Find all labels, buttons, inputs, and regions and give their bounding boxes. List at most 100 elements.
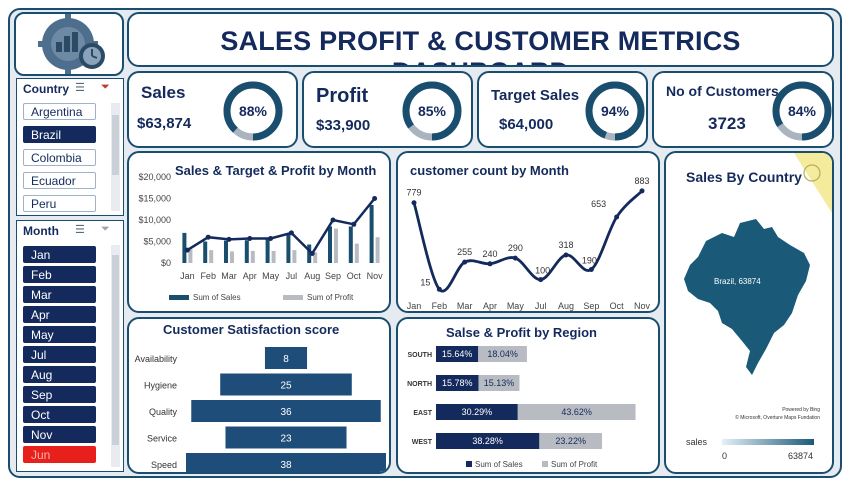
customer-point [588,266,594,272]
target-point [268,235,274,241]
customer-point [512,255,518,261]
donut-fill [402,81,462,141]
sales-by-month-chart: $20,000 $15,000 $10,000 $5,000 $0 Jan Feb Mar Ap… [138,172,383,302]
customer-point [563,252,569,258]
legend-swatch-sales [169,295,189,300]
customer-count-chart: 779 Jan 15 Feb 255 Mar 240 Apr 290 May 100 Jul 318 Au… [406,176,650,311]
slicer-item-feb[interactable]: Feb [23,266,96,283]
legend-label: Sum of Profit [307,293,354,302]
satisfaction-bar [220,373,352,396]
data-label: 883 [634,176,649,186]
kpi-card-customers: No of Customers 3723 84% [652,71,834,148]
data-label: 36 [280,407,292,418]
region-sales-bar [436,433,540,449]
region-sales-bar [436,375,479,391]
country-slicer-scrollbar[interactable] [111,103,120,211]
chart-title: customer count by Month [410,163,569,178]
slicer-item-may[interactable]: May [23,326,96,343]
legend-swatch-sales [466,461,472,467]
clear-filter-icon[interactable]: ⏷ [101,223,110,235]
data-label: 38.28% [472,436,503,446]
data-label: 43.62% [561,407,592,417]
slicer-item-peru[interactable]: Peru [23,195,96,212]
map-region-label: Brazil, 63874 [714,277,761,286]
sales-bar [203,241,208,263]
data-label: 23 [280,434,292,445]
y-tick-label: $10,000 [138,215,171,225]
data-label: 25 [280,381,292,392]
data-label: 18.04% [487,349,518,359]
sales-bar [369,204,374,263]
clear-filter-icon[interactable]: ⏷ [101,81,110,93]
profit-bar [230,251,234,263]
slicer-item-jun[interactable]: Jun [23,446,96,463]
x-tick-label: May [507,301,525,311]
category-label: Availability [135,354,178,364]
sales-bar [182,232,187,263]
target-point [205,234,211,240]
customer-point [487,261,493,267]
month-slicer-scrollbar[interactable] [111,245,120,467]
slicer-item-nov[interactable]: Nov [23,426,96,443]
kpi-card-sales: Sales $63,874 88% [127,71,298,148]
donut-fill [223,81,283,141]
kpi-label: Sales [141,83,186,102]
category-label: Quality [149,407,178,417]
slicer-item-jul[interactable]: Jul [23,346,96,363]
x-tick-label: Jul [535,301,547,311]
map-zoom-icon[interactable] [803,164,821,182]
data-label: 30.29% [462,407,493,417]
sales-bar [286,233,291,263]
slicer-item-mar[interactable]: Mar [23,286,96,303]
data-label: 23.22% [555,436,586,446]
target-point [330,217,336,223]
customer-point [538,277,544,283]
customer-point [639,188,645,194]
slicer-item-jan[interactable]: Jan [23,246,96,263]
brazil-region[interactable] [684,219,810,375]
x-tick-label: Mar [457,301,473,311]
slicer-item-apr[interactable]: Apr [23,306,96,323]
month-slicer[interactable]: Month ☰ ⏷ Jan Feb Mar Apr May Jul Aug Sep Oct Nov… [16,220,124,472]
title-card: SALES PROFIT & CUSTOMER METRICS DASHBOAR… [127,12,834,67]
region-chart: SOUTH 15.64% 18.04% NORTH 15.78% 15.13% EAST 30… [407,346,636,469]
kpi-donut: 88% [223,81,283,141]
data-label: 779 [406,188,421,198]
kpi-label: No of Customers [666,83,779,99]
x-tick-label: Aug [558,301,574,311]
slicer-item-argentina[interactable]: Argentina [23,103,96,120]
donut-label: 88% [239,103,268,119]
slicer-item-brazil[interactable]: Brazil [23,126,96,143]
donut-label: 84% [788,103,817,119]
satisfaction-bar [186,453,386,472]
multi-select-icon[interactable]: ☰ [75,224,85,236]
profit-bar [209,250,214,263]
region-label: WEST [412,439,433,446]
map-credit-bing: Powered by Bing [782,407,820,413]
satisfaction-card: Customer Satisfaction score 8 Availabilit… [127,317,391,474]
donut-fill [585,81,645,141]
chart-title: Salse & Profit by Region [446,325,597,340]
x-tick-label: Mar [221,271,237,281]
kpi-value: $64,000 [499,116,554,133]
country-slicer[interactable]: Country ☰ ⏷ Argentina Brazil Colombia Ecuad… [16,78,124,216]
slicer-item-colombia[interactable]: Colombia [23,149,96,166]
profit-bar [375,237,380,263]
target-point [372,196,378,201]
slicer-item-oct[interactable]: Oct [23,406,96,423]
slicer-item-aug[interactable]: Aug [23,366,96,383]
region-profit-bar [478,375,520,391]
slicer-item-ecuador[interactable]: Ecuador [23,172,96,189]
page-title: SALES PROFIT & CUSTOMER METRICS DASHBOAR… [220,26,741,65]
category-label: Hygiene [144,381,177,391]
sales-bar [328,226,332,263]
region-profit-bar [539,433,603,449]
kpi-value: 3723 [708,114,746,133]
legend-swatch-profit [283,295,303,300]
donut-label: 94% [601,103,630,119]
y-tick-label: $15,000 [138,194,171,204]
multi-select-icon[interactable]: ☰ [75,82,85,94]
x-tick-label: Aug [304,271,320,281]
customer-point [462,259,468,265]
slicer-item-sep[interactable]: Sep [23,386,96,403]
